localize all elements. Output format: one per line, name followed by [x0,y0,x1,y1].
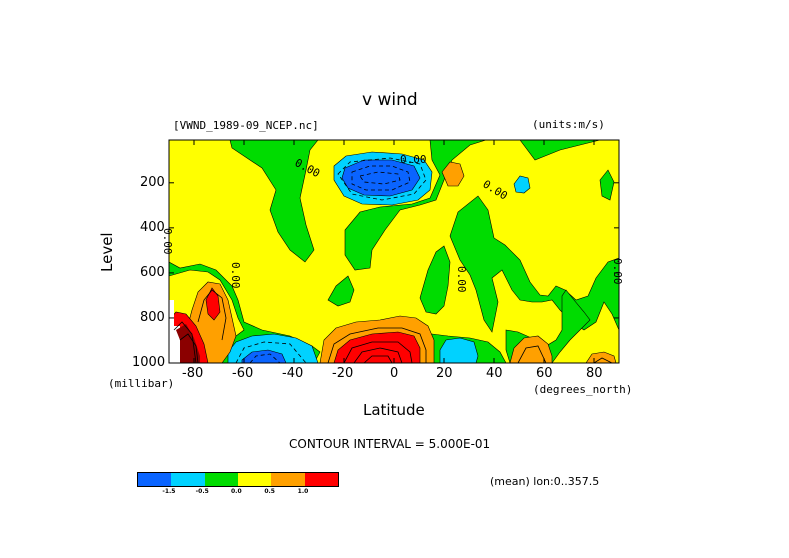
colorbar-swatch [304,473,338,486]
contour-fill-green [169,140,619,333]
file-label: [VWND_1989-09_NCEP.nc] [173,119,319,132]
contour-fill-red [333,331,421,363]
y-axis-label: Level [98,232,116,272]
colorbar-tick-label: 0.5 [264,488,275,495]
y-tick-label: 400 [140,219,165,235]
colorbar-tick-label: -0.5 [195,488,209,495]
x-tick-label: -20 [332,366,354,381]
x-axis-units: (degrees_north) [533,383,633,396]
x-tick-label: 20 [436,366,453,381]
x-tick-label: -40 [282,366,304,381]
contour-fill-red [205,287,221,321]
contour-interval-label: CONTOUR INTERVAL = 5.000E-01 [289,437,491,451]
contour-label: 0.00 [400,153,427,166]
x-axis-label: Latitude [363,401,425,419]
contour-fill-green [419,245,451,315]
colorbar-swatch [171,473,205,486]
dark-core [176,324,200,363]
colorbar-tick-label: 0.0 [231,488,242,495]
y-axis-units: (millibar) [108,377,175,390]
contour-fill-green [169,140,321,363]
chart-title: v wind [362,90,418,110]
contour-fill-orange [441,161,465,187]
contour-fill-cyan [513,175,531,194]
x-tick-label: 0 [390,366,399,381]
colorbar-swatch [271,473,305,486]
contour-label: 0.00 [229,262,242,289]
y-tick-label: 1000 [132,355,166,370]
units-label: (units:m/s) [532,118,605,131]
contour-fill-green [599,169,615,201]
colorbar-tick-label: -1.5 [162,488,176,495]
averaging-label: (mean) lon:0..357.5 [490,475,600,488]
x-tick-label: 60 [536,366,553,381]
contour-label: 0.00 [611,258,624,285]
colorbar-swatch [237,473,272,486]
x-tick-label: 80 [586,366,603,381]
contour-fill-blue [241,349,287,363]
contour-fill-green [327,275,355,307]
contour-fill-cyan [439,337,479,363]
contour-field [169,140,619,363]
colorbar-swatch [138,473,172,486]
colorbar [137,472,339,487]
axis-ticks [169,140,619,364]
y-tick-label: 200 [140,174,165,190]
colorbar-tick-label: 1.0 [297,488,309,495]
contour-label: 0.00 [161,228,174,255]
missing-data-patch [169,300,180,363]
y-tick-label: 600 [140,264,165,280]
x-tick-label: 40 [486,366,503,381]
contour-label: 0.00 [455,266,468,293]
colorbar-swatch [204,473,238,486]
contour-lines [173,157,613,363]
x-tick-label: -80 [182,366,204,381]
x-tick-label: -60 [232,366,254,381]
contour-fill-orange [509,335,553,363]
y-tick-label: 800 [140,309,165,325]
